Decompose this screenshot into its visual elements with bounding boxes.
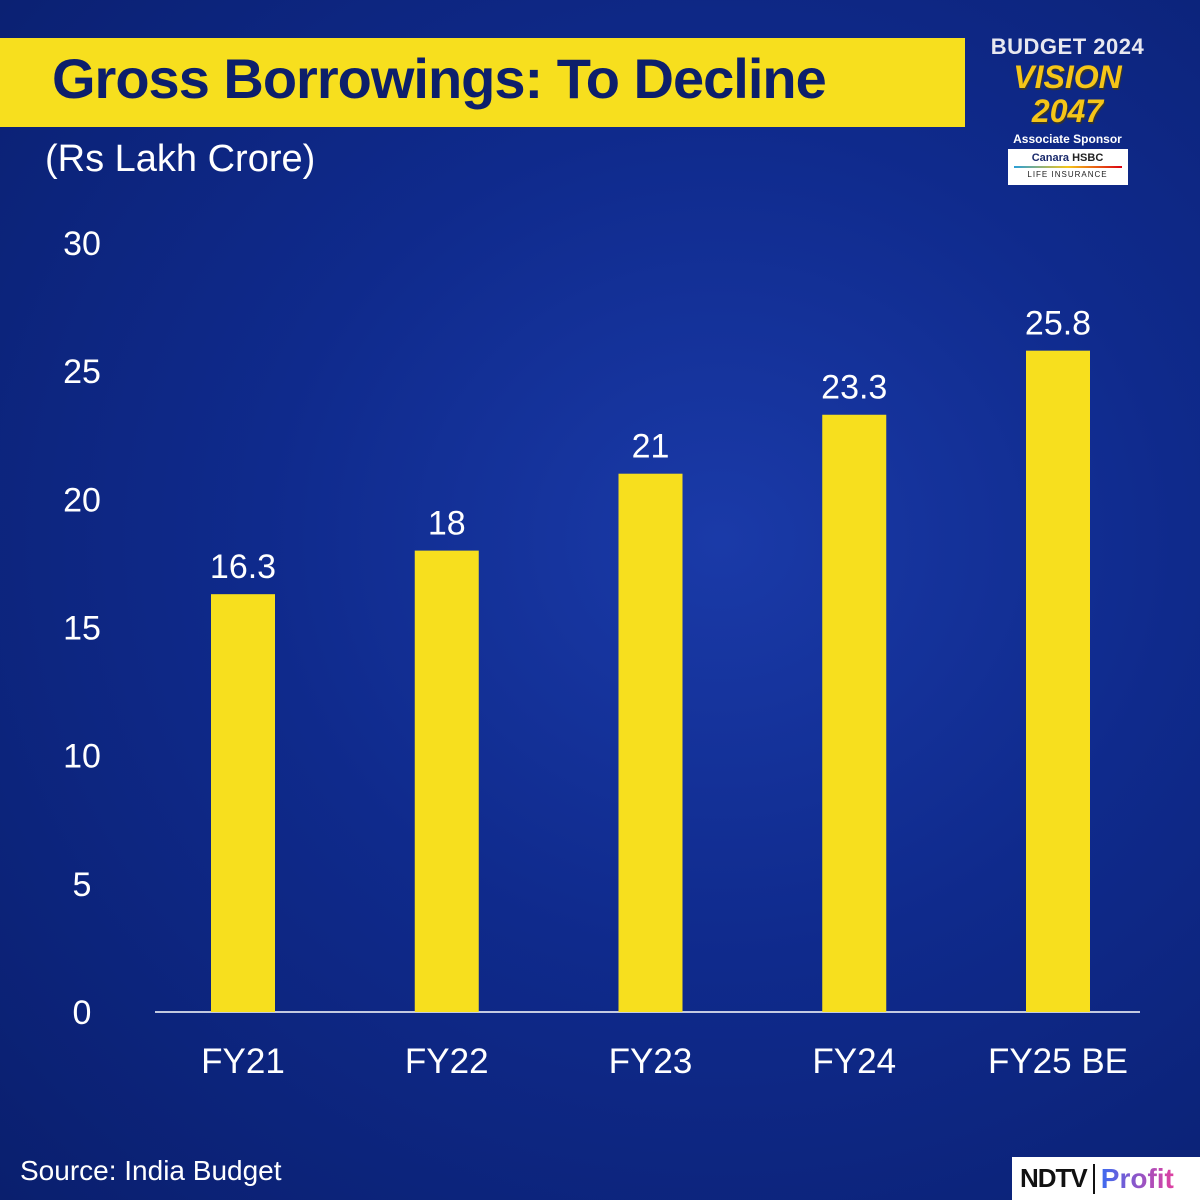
chart-title: Gross Borrowings: To Decline [52,47,827,110]
canara-label: Canara [1031,152,1070,164]
y-tick-label: 20 [63,481,101,519]
y-tick-label: 0 [73,994,92,1032]
bar-fy23 [618,473,683,1012]
budget-label: BUDGET 2024 [990,34,1145,59]
unit-label: (Rs Lakh Crore) [45,138,316,180]
associate-sponsor-label: Associate Sponsor [1013,132,1122,146]
data-label: 16.3 [210,548,276,586]
y-tick-label: 25 [63,353,101,391]
y-tick-label: 5 [73,866,92,904]
data-label: 25.8 [1025,305,1091,343]
bar-fy24 [822,414,887,1012]
hsbc-label: HSBC [1072,152,1104,164]
source-note: Source: India Budget [20,1155,282,1186]
data-label: 21 [632,428,670,466]
data-label: 18 [428,505,466,543]
x-tick-label: FY24 [812,1042,896,1081]
bar-fy25-be [1026,350,1090,1012]
sponsor-badge: BUDGET 2024 VISION 2047 Associate Sponso… [975,34,1160,185]
ndtv-profit-logo: NDTV Profit [1012,1157,1200,1200]
x-tick-label: FY22 [405,1042,489,1081]
y-tick-label: 10 [63,738,101,776]
x-tick-label: FY25 BE [988,1042,1128,1081]
title-bar [0,38,965,127]
vision-label: VISION 2047 [1013,59,1122,129]
logo-profit: Profit [1100,1162,1174,1194]
bar-fy22 [414,550,479,1012]
y-tick-label: 30 [63,225,101,263]
life-insurance-label: LIFE INSURANCE [1027,170,1108,179]
logo-separator [1092,1163,1095,1194]
y-tick-label: 15 [63,610,101,648]
x-tick-label: FY21 [201,1042,285,1081]
data-label: 23.3 [821,369,887,407]
sponsor-divider [1013,166,1122,168]
bar-fy21 [211,594,275,1012]
sponsor-logo: Canara HSBC LIFE INSURANCE [1007,149,1128,185]
logo-ndtv: NDTV [1020,1163,1088,1193]
x-tick-label: FY23 [609,1042,693,1081]
